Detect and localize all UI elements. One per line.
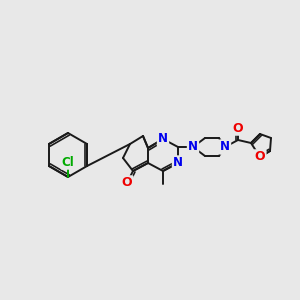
Text: O: O xyxy=(255,151,265,164)
Text: N: N xyxy=(188,140,198,154)
Text: N: N xyxy=(173,157,183,169)
Text: O: O xyxy=(233,122,243,134)
Text: O: O xyxy=(122,176,132,190)
Text: N: N xyxy=(220,140,230,154)
Text: N: N xyxy=(158,133,168,146)
Text: Cl: Cl xyxy=(61,155,74,169)
